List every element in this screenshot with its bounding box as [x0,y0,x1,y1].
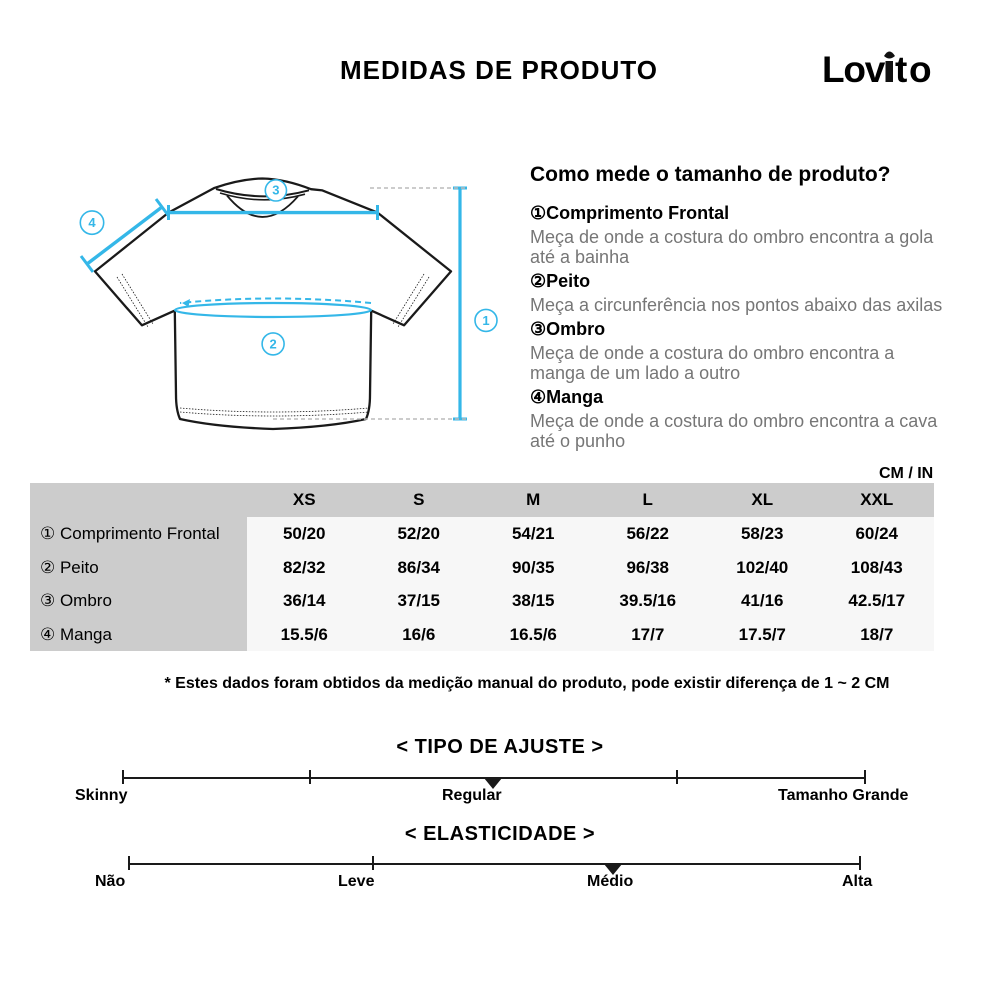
svg-text:4: 4 [88,215,96,230]
svg-text:2: 2 [269,336,276,351]
svg-text:t: t [895,49,907,90]
svg-text:Lov: Lov [822,49,886,90]
svg-text:3: 3 [272,183,279,198]
svg-text:o: o [909,49,931,90]
svg-text:1: 1 [482,313,489,328]
